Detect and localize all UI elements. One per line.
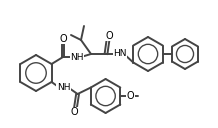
Text: O: O (71, 107, 78, 117)
Text: O: O (105, 31, 113, 41)
Text: NH: NH (57, 83, 70, 92)
Text: NH: NH (70, 52, 84, 61)
Text: O: O (59, 34, 67, 44)
Text: HN: HN (113, 50, 127, 58)
Text: O: O (126, 91, 134, 101)
